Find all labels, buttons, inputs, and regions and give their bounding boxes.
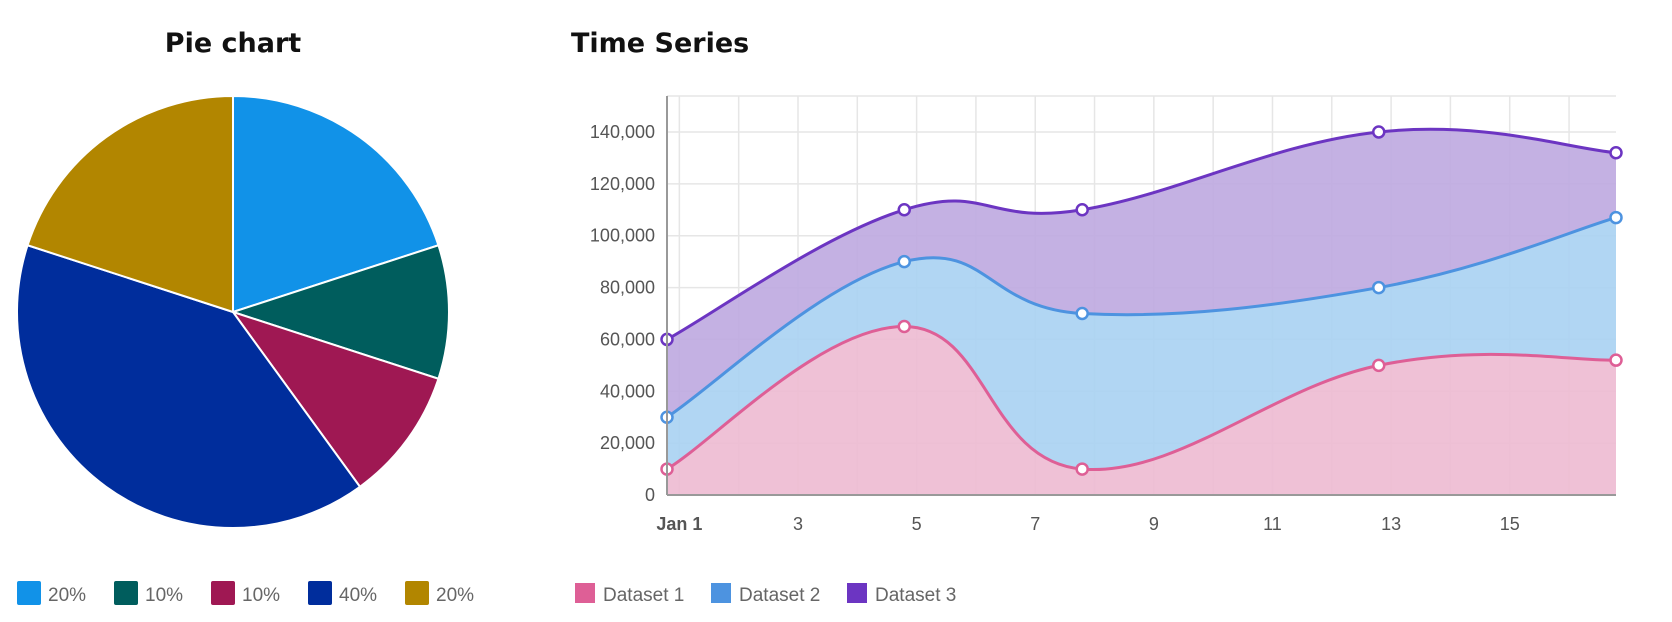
- legend-label-dataset-2[interactable]: Dataset 2: [739, 585, 820, 606]
- data-point-series-3[interactable]: [1372, 125, 1386, 139]
- pie-slice-0: [232, 94, 440, 314]
- legend-swatch-3: [308, 581, 332, 605]
- pie-legend: 20% 10% 10% 40% 20%: [17, 581, 474, 606]
- x-tick-label: 5: [912, 514, 922, 534]
- legend-swatch-1: [114, 581, 138, 605]
- data-point-series-2[interactable]: [897, 254, 911, 269]
- x-tick-label: 15: [1500, 514, 1520, 534]
- y-tick-label: 40,000: [600, 381, 655, 401]
- x-tick-label: Jan 1: [656, 514, 702, 534]
- data-point-series-3[interactable]: [897, 203, 911, 217]
- x-tick-label: 7: [1030, 514, 1040, 534]
- legend-label-dataset-1[interactable]: Dataset 1: [603, 585, 684, 606]
- area-fill-series-2: [667, 217, 1616, 470]
- legend-label-dataset-3[interactable]: Dataset 3: [875, 585, 956, 606]
- legend-swatch-2: [211, 581, 235, 605]
- pie-slice-1: [229, 243, 450, 381]
- data-point-series-2[interactable]: [1609, 210, 1623, 225]
- data-point-series-1[interactable]: [1372, 358, 1386, 373]
- data-point-series-3[interactable]: [1075, 203, 1089, 217]
- x-tick-label: 13: [1381, 514, 1401, 534]
- data-point-series-1[interactable]: [1609, 353, 1623, 367]
- time-series-chart: 0 20,000 40,000 60,000 80,000 100,000 120,000 1…: [590, 95, 1623, 534]
- legend-swatch-4: [405, 581, 429, 605]
- legend-label-4: 20%: [436, 585, 474, 606]
- x-tick-label: 3: [793, 514, 803, 534]
- y-tick-label: 80,000: [600, 278, 655, 298]
- data-point-series-3[interactable]: [1609, 145, 1623, 160]
- legend-swatch-dataset-1[interactable]: [575, 583, 595, 603]
- time-series-legend: Dataset 1 Dataset 2 Dataset 3: [575, 583, 956, 606]
- y-tick-label: 100,000: [590, 226, 655, 246]
- legend-label-1: 10%: [145, 585, 183, 606]
- y-tick-label: 20,000: [600, 433, 655, 453]
- y-tick-label: 0: [645, 485, 655, 505]
- y-tick-label: 120,000: [590, 174, 655, 194]
- pie-slice-4: [26, 94, 234, 314]
- area-fill-series-3: [667, 129, 1616, 418]
- time-series-title: Time Series: [571, 28, 749, 59]
- pie-slice-3: [16, 243, 362, 529]
- y-tick-label: 140,000: [590, 122, 655, 142]
- x-tick-label: 9: [1149, 514, 1159, 534]
- x-tick-label: 11: [1263, 514, 1282, 534]
- pie-slice-2: [230, 310, 440, 489]
- y-tick-label: 60,000: [600, 329, 655, 349]
- legend-label-2: 10%: [242, 585, 280, 606]
- pie-chart-title: Pie chart: [165, 28, 302, 59]
- legend-swatch-dataset-2[interactable]: [711, 583, 731, 603]
- legend-swatch-dataset-3[interactable]: [847, 583, 867, 603]
- data-point-series-1[interactable]: [1075, 462, 1089, 476]
- legend-label-0: 20%: [48, 585, 86, 606]
- pie-chart: [16, 94, 450, 529]
- legend-label-3: 40%: [339, 585, 377, 606]
- legend-swatch-0: [17, 581, 41, 605]
- data-point-series-2[interactable]: [1075, 306, 1089, 321]
- data-point-series-2[interactable]: [1372, 280, 1386, 295]
- data-point-series-1[interactable]: [897, 319, 911, 334]
